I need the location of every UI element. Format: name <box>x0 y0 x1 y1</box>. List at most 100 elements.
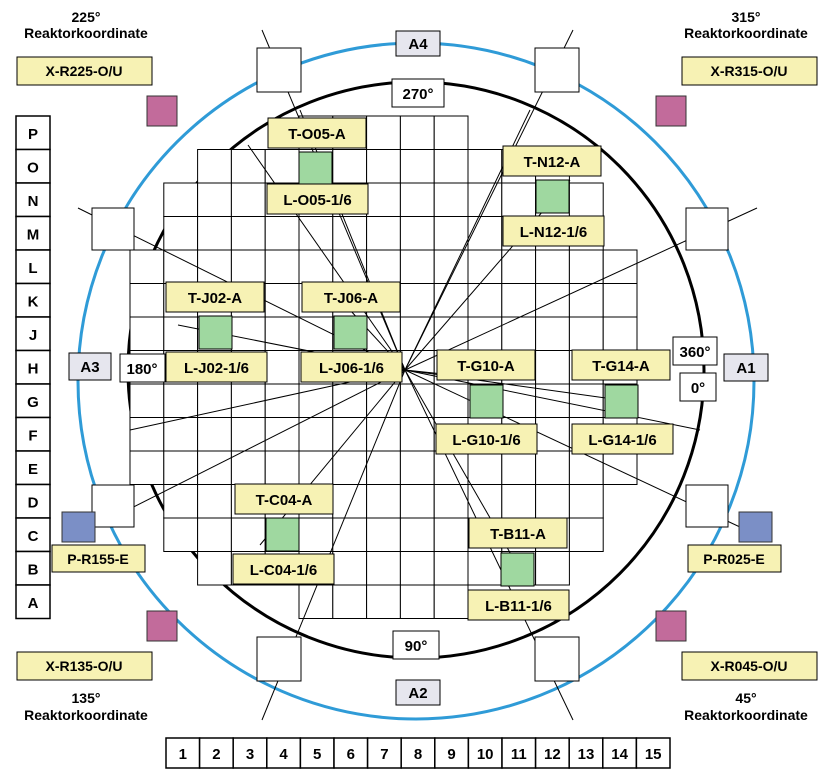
grid-cell <box>230 216 266 251</box>
row-label: P <box>28 126 38 143</box>
column-label: 1 <box>179 746 187 763</box>
row-label: J <box>29 327 37 344</box>
grid-cell <box>568 484 604 519</box>
grid-cell <box>163 383 199 418</box>
position-t-j06-a: T-J06-A L-J06-1/6 <box>300 281 403 383</box>
marker-blue-left <box>61 511 96 543</box>
column-label: 2 <box>212 746 220 763</box>
grid-cell <box>535 283 570 318</box>
grid-cell <box>602 283 638 318</box>
grid-cell <box>433 584 469 619</box>
position-marker <box>469 384 504 419</box>
grid-cell <box>197 182 232 217</box>
column-label: 15 <box>645 746 662 763</box>
grid-cell <box>230 316 266 351</box>
grid-cell <box>197 517 232 552</box>
grid-cell <box>264 216 300 251</box>
column-label-cell <box>232 737 268 769</box>
grid-cell <box>467 182 503 217</box>
grid-cell <box>197 216 232 251</box>
grid-cell <box>163 182 199 217</box>
column-label-cell <box>501 737 537 769</box>
grid-cell <box>535 350 570 385</box>
grid-cell <box>366 584 401 619</box>
grid-cell <box>298 517 334 552</box>
grid-cell <box>163 316 199 351</box>
grid-cell <box>163 249 199 284</box>
grid-cell <box>467 283 503 318</box>
svg-text:Reaktorkoordinate: Reaktorkoordinate <box>24 707 148 723</box>
grid-cell <box>264 249 300 284</box>
grid-cell <box>264 350 300 385</box>
grid-cell <box>433 450 469 485</box>
position-marker <box>604 384 639 419</box>
position-bottom-label: L-G10-1/6 <box>452 432 520 449</box>
grid-cell <box>568 316 604 351</box>
grid-cell <box>264 149 300 184</box>
radial-line <box>247 144 406 371</box>
grid-cell <box>230 182 266 217</box>
grid-cell <box>501 484 537 519</box>
instrument-box <box>91 484 135 528</box>
grid-cell <box>568 182 604 217</box>
grid-cell <box>399 517 435 552</box>
grid-cell <box>433 149 469 184</box>
marker-magenta-bottom-left <box>146 610 178 642</box>
row-label: G <box>27 394 39 411</box>
grid-cell <box>197 484 232 519</box>
position-t-b11-a: T-B11-A L-B11-1/6 <box>467 517 570 621</box>
column-label: 11 <box>511 746 527 763</box>
row-label: M <box>27 227 40 244</box>
grid-cell <box>129 450 165 485</box>
grid-cell <box>568 283 604 318</box>
grid-cell <box>399 484 435 519</box>
svg-text:X-R225-O/U: X-R225-O/U <box>45 63 122 79</box>
instrument-boxes <box>91 47 729 682</box>
grid-cell <box>501 383 537 418</box>
grid-cell <box>230 417 266 452</box>
row-label: E <box>28 461 38 478</box>
position-t-c04-a: T-C04-A L-C04-1/6 <box>232 483 335 585</box>
grid-cell <box>399 115 435 150</box>
column-label: 12 <box>544 746 561 763</box>
grid-cell <box>332 551 368 586</box>
grid-cell <box>501 249 537 284</box>
row-label: L <box>28 260 37 277</box>
grid-cell <box>264 450 300 485</box>
grid-cell <box>163 517 199 552</box>
grid-cell <box>433 551 469 586</box>
angle-90-box: 90° <box>392 630 440 660</box>
grid-cell <box>433 517 469 552</box>
marker-magenta-top-left <box>146 95 178 127</box>
grid-cell <box>433 216 469 251</box>
corner-top-left: 225° Reaktorkoordinate X-R225-O/U <box>16 9 153 86</box>
grid-cell <box>399 450 435 485</box>
row-label: K <box>28 294 39 311</box>
grid-cell <box>433 383 469 418</box>
corner-bottom-left: X-R135-O/U 135° Reaktorkoordinate <box>16 651 153 723</box>
grid-cell <box>230 149 266 184</box>
grid-cell <box>568 249 604 284</box>
access-a2: A2 <box>395 679 441 706</box>
row-label-cell <box>15 215 51 251</box>
grid-cell <box>163 484 199 519</box>
row-label: N <box>28 193 39 210</box>
svg-text:315°: 315° <box>732 9 761 25</box>
marker-blue-right <box>738 511 773 543</box>
position-top-label: T-O05-A <box>288 126 346 143</box>
instrument-box <box>685 207 729 251</box>
position-bottom-label: L-N12-1/6 <box>520 224 588 241</box>
svg-text:135°: 135° <box>72 690 101 706</box>
grid-cell <box>264 283 300 318</box>
grid-cell <box>535 316 570 351</box>
svg-text:Reaktorkoordinate: Reaktorkoordinate <box>684 25 808 41</box>
grid-cell <box>163 417 199 452</box>
angle-90-label: 90° <box>405 638 428 655</box>
column-label-cell <box>266 737 302 769</box>
grid-cell <box>399 551 435 586</box>
grid-cell <box>129 249 165 284</box>
grid-cell <box>568 450 604 485</box>
grid-cell <box>197 249 232 284</box>
position-bottom-label: L-J02-1/6 <box>184 360 249 377</box>
